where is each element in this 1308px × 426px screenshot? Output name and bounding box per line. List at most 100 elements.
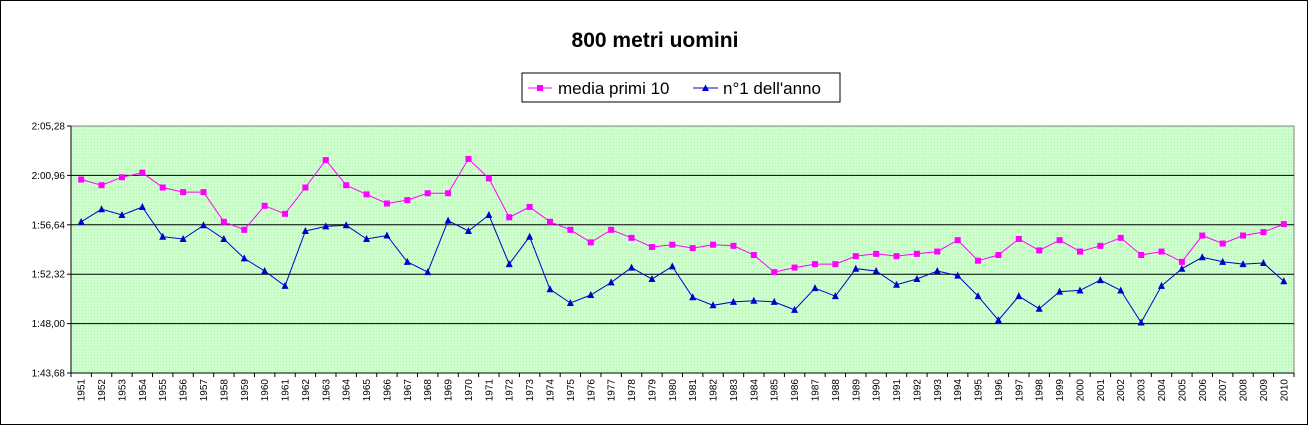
data-point xyxy=(1036,247,1043,254)
y-tick-label: 1:48,00 xyxy=(32,319,66,330)
data-point xyxy=(404,197,411,204)
data-point xyxy=(628,234,635,241)
data-point xyxy=(138,202,146,210)
x-tick-label: 1961 xyxy=(281,379,292,402)
data-point xyxy=(669,241,676,248)
gridlines xyxy=(71,174,1294,325)
x-tick-label: 1965 xyxy=(362,379,373,402)
x-tick-label: 1984 xyxy=(749,379,760,402)
x-tick-label: 1976 xyxy=(586,379,597,402)
y-tick-label: 1:43,68 xyxy=(32,369,66,380)
data-point xyxy=(974,292,982,300)
x-tick-label: 1996 xyxy=(994,379,1005,402)
data-point xyxy=(465,155,472,162)
data-point xyxy=(893,253,900,260)
x-tick-label: 1954 xyxy=(138,379,149,402)
data-point xyxy=(608,226,615,233)
data-point xyxy=(648,243,655,250)
x-axis: 1951 1952 1953 1954 1955 1956 1957 1958 1959 1960… xyxy=(70,372,1295,402)
data-point xyxy=(1056,237,1063,244)
x-tick-label: 2007 xyxy=(1218,379,1229,402)
x-tick-label: 2006 xyxy=(1198,379,1209,402)
data-point xyxy=(1076,248,1083,255)
data-point xyxy=(78,176,85,183)
data-point xyxy=(1178,264,1186,272)
y-axis: 1:43,68 1:48,00 1:52,32 1:56,64 2:00,96 2:05,… xyxy=(32,122,72,380)
data-point xyxy=(872,266,880,274)
x-tick-label: 1972 xyxy=(505,379,516,402)
data-point xyxy=(139,169,146,176)
data-point xyxy=(709,301,717,309)
data-point xyxy=(913,250,920,257)
data-point xyxy=(526,232,534,240)
data-point xyxy=(1219,257,1227,265)
x-tick-label: 2002 xyxy=(1116,379,1127,402)
x-tick-label: 1989 xyxy=(851,379,862,402)
x-tick-label: 1959 xyxy=(240,379,251,402)
data-point xyxy=(954,237,961,244)
data-point xyxy=(322,157,329,164)
x-tick-label: 1967 xyxy=(403,379,414,402)
data-point xyxy=(730,242,737,249)
data-point xyxy=(159,184,166,191)
data-point xyxy=(1097,242,1104,249)
series-1 xyxy=(77,202,1288,326)
data-point xyxy=(159,232,167,240)
x-tick-label: 1960 xyxy=(260,379,271,402)
x-tick-label: 1979 xyxy=(647,379,658,402)
data-point xyxy=(261,266,269,274)
legend-item-media-primi-10: media primi 10 xyxy=(528,79,670,98)
x-tick-label: 1995 xyxy=(974,379,985,402)
x-tick-label: 2003 xyxy=(1137,379,1148,402)
data-point xyxy=(424,190,431,197)
data-point xyxy=(220,234,228,242)
y-tick-label: 2:00,96 xyxy=(32,171,66,182)
series-layer xyxy=(77,155,1288,326)
legend: media primi 10 n°1 dell'anno xyxy=(521,72,841,103)
data-point xyxy=(241,226,248,233)
x-tick-label: 1983 xyxy=(729,379,740,402)
x-tick-label: 1990 xyxy=(872,379,883,402)
data-point xyxy=(1239,260,1247,268)
data-point xyxy=(1117,234,1124,241)
data-point xyxy=(811,261,818,268)
data-point xyxy=(852,264,860,272)
data-point xyxy=(791,305,799,313)
data-point xyxy=(1280,277,1288,285)
data-point xyxy=(118,174,125,181)
data-point xyxy=(1240,232,1247,239)
x-tick-label: 1966 xyxy=(382,379,393,402)
data-point xyxy=(261,202,268,209)
x-tick-label: 1975 xyxy=(566,379,577,402)
legend-label-n1-dell-anno: n°1 dell'anno xyxy=(723,79,821,98)
x-tick-label: 1957 xyxy=(199,379,210,402)
data-point xyxy=(1178,258,1185,265)
data-point xyxy=(1199,232,1206,239)
data-point xyxy=(240,254,248,262)
x-tick-label: 1962 xyxy=(301,379,312,402)
data-point xyxy=(1158,281,1166,289)
data-point xyxy=(1076,286,1084,294)
x-tick-label: 1970 xyxy=(464,379,475,402)
data-point xyxy=(118,210,126,218)
x-tick-label: 2005 xyxy=(1177,379,1188,402)
data-point xyxy=(220,218,227,225)
data-point xyxy=(689,245,696,252)
data-point xyxy=(1138,251,1145,258)
legend-label-media-primi-10: media primi 10 xyxy=(558,79,670,98)
data-point xyxy=(547,218,554,225)
data-point xyxy=(954,271,962,279)
x-tick-label: 1978 xyxy=(627,379,638,402)
x-tick-label: 1969 xyxy=(444,379,455,402)
x-tick-label: 1952 xyxy=(97,379,108,402)
series-0 xyxy=(78,155,1287,276)
data-point xyxy=(281,281,289,289)
data-point xyxy=(831,292,839,300)
x-tick-label: 1987 xyxy=(810,379,821,402)
data-point xyxy=(363,191,370,198)
x-tick-label: 1951 xyxy=(77,379,88,402)
data-point xyxy=(179,234,187,242)
data-point xyxy=(934,248,941,255)
